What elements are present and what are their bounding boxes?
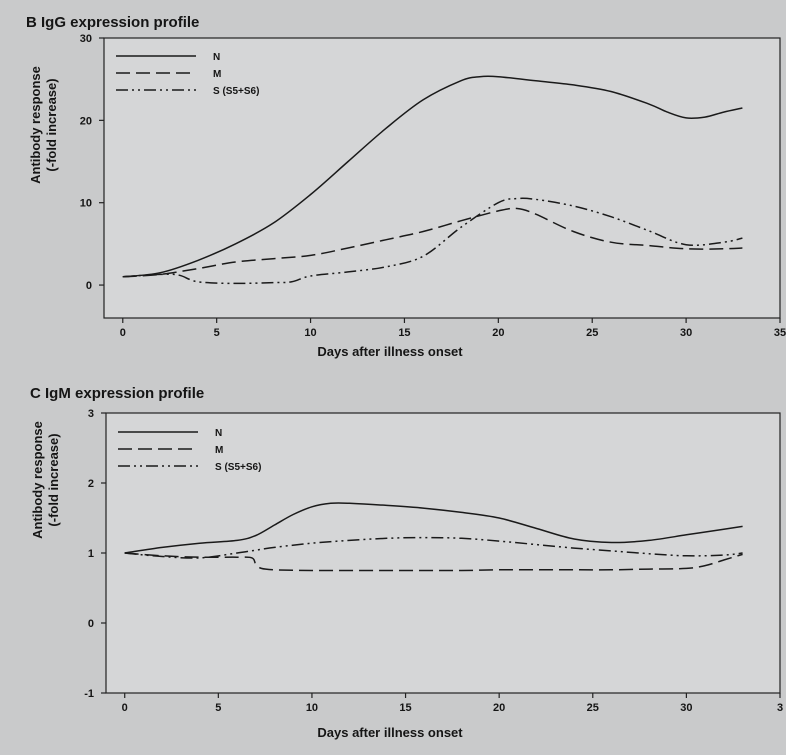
y-tick-label: 2 (88, 478, 94, 490)
chart-title: IgG expression profile (41, 14, 199, 31)
x-tick-label: 15 (399, 702, 411, 714)
plot-area (103, 37, 781, 319)
legend-label: S (S5+S6) (215, 462, 261, 473)
legend-label: N (215, 428, 222, 439)
x-axis-label: Days after illness onset (317, 725, 463, 740)
x-tick-label: 0 (122, 702, 128, 714)
legend-label: N (213, 52, 220, 63)
x-tick-label: 10 (306, 702, 318, 714)
legend: NM S (S5+S6) (116, 52, 259, 97)
x-tick-label: 0 (120, 327, 126, 339)
x-tick-label: 30 (680, 702, 692, 714)
x-tick-label: 30 (680, 327, 692, 339)
x-tick-label: 15 (398, 327, 410, 339)
series-line-dashed (122, 207, 743, 278)
series-line-solid (124, 502, 743, 554)
legend-label: M (213, 69, 221, 80)
panel-label: B (26, 14, 37, 31)
y-tick-label: 10 (80, 198, 92, 210)
panel-b: B IgG expression profile 0 5 10 15 20 25 30 35 0 1… (26, 14, 786, 359)
x-tick-label: 25 (586, 327, 598, 339)
series-line-dash-dot (122, 197, 743, 285)
legend-label: M (215, 445, 223, 456)
x-tick-label: 5 (214, 327, 220, 339)
x-tick-label: 5 (215, 702, 221, 714)
series-line-dashed (124, 552, 743, 572)
y-tick-label: -1 (84, 688, 94, 700)
y-axis-label-line: (-fold increase) (46, 433, 61, 526)
panel-c: C IgM expression profile 0 5 10 15 20 25 30 3 -1 0… (30, 385, 783, 740)
x-tick-label: 25 (587, 702, 599, 714)
panel-title: B IgG expression profile (26, 14, 199, 31)
x-tick-label: 10 (304, 327, 316, 339)
panel-title: C IgM expression profile (30, 385, 204, 402)
y-tick-label: 1 (88, 548, 94, 560)
chart-title: IgM expression profile (45, 385, 204, 402)
y-tick-label: 3 (88, 408, 94, 420)
y-axis-label: Antibody response(-fold increase) (28, 66, 59, 184)
series-line-solid (122, 75, 743, 278)
y-tick-label: 20 (80, 115, 92, 127)
plot-area (105, 412, 781, 694)
y-axis-label-line: Antibody response (28, 66, 43, 184)
y-tick-label: 30 (80, 33, 92, 45)
x-tick-label: 3 (777, 702, 783, 714)
y-axis-label-line: (-fold increase) (44, 78, 59, 171)
y-axis-label-line: Antibody response (30, 421, 45, 539)
panel-label: C (30, 385, 41, 402)
y-tick-label: 0 (88, 618, 94, 630)
x-axis-label: Days after illness onset (317, 344, 463, 359)
x-tick-label: 20 (493, 702, 505, 714)
legend-label: S (S5+S6) (213, 86, 259, 97)
x-tick-label: 20 (492, 327, 504, 339)
series-line-dash-dot (124, 536, 743, 559)
x-tick-label: 35 (774, 327, 786, 339)
y-tick-label: 0 (86, 280, 92, 292)
legend: NM S (S5+S6) (118, 428, 261, 473)
y-axis-label: Antibody response(-fold increase) (30, 421, 61, 539)
